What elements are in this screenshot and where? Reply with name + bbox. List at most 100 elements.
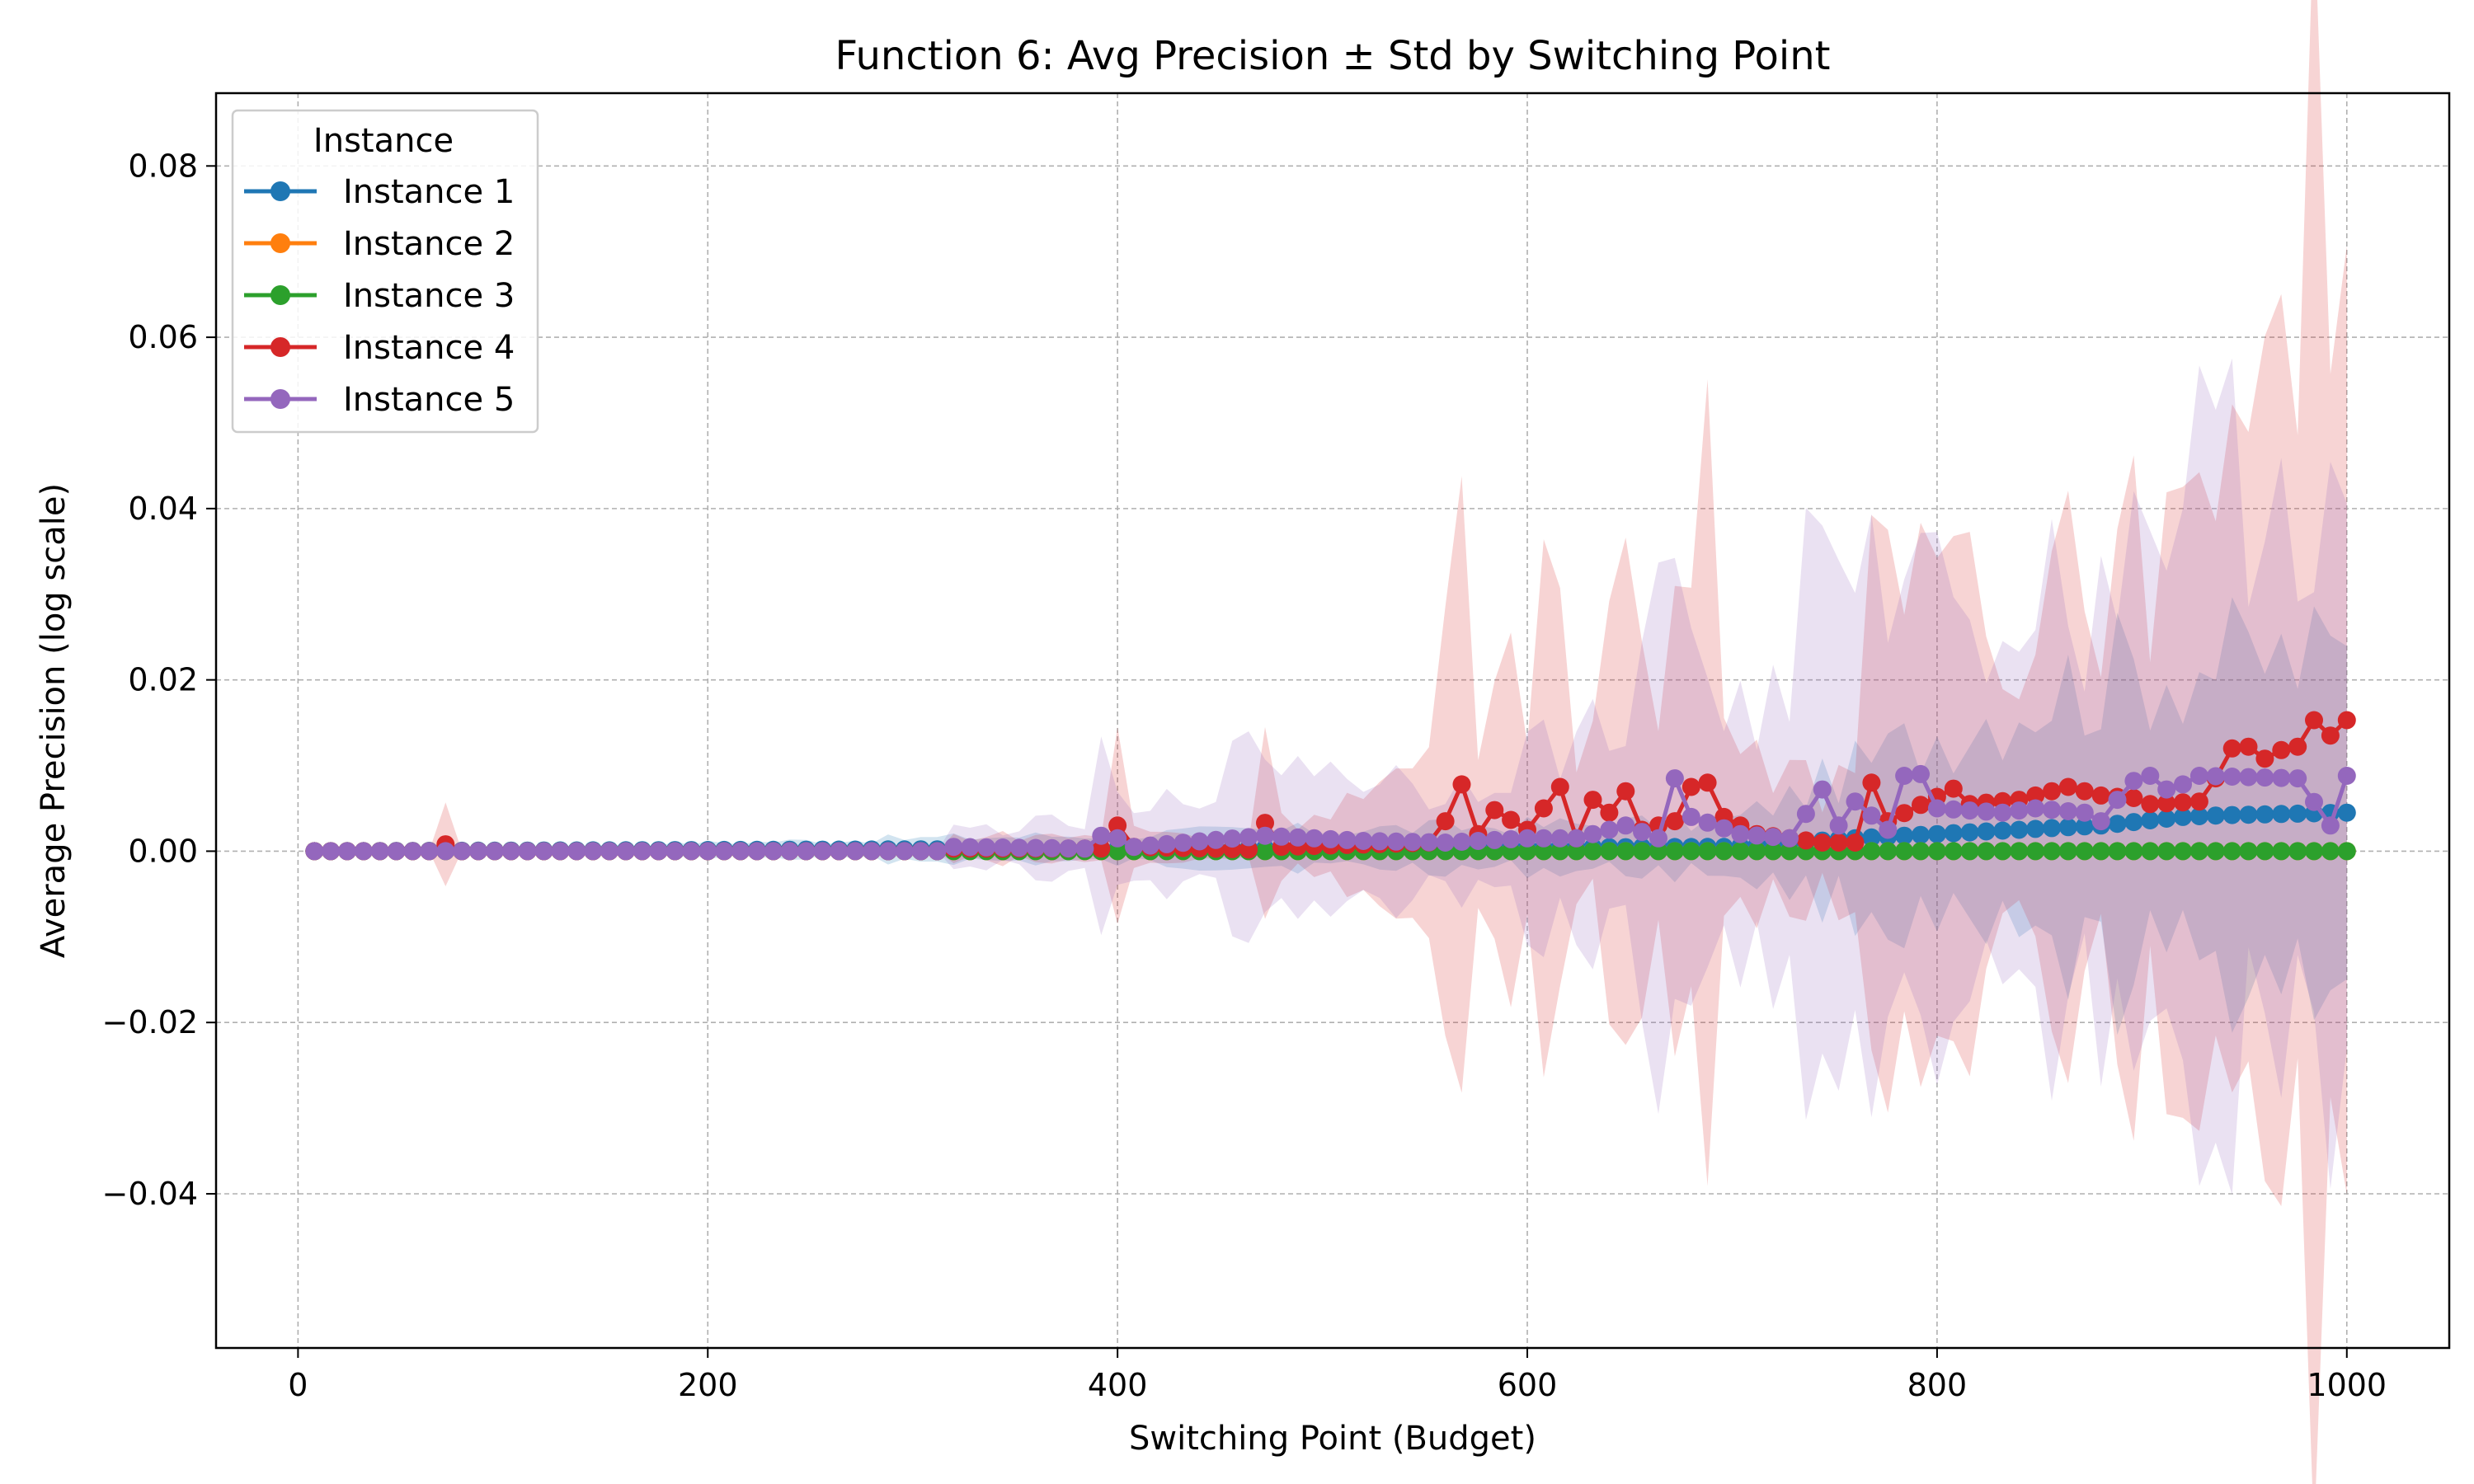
data-point	[1600, 820, 1619, 839]
legend-label: Instance 2	[343, 225, 515, 263]
data-point	[1534, 829, 1553, 848]
data-point	[2239, 805, 2258, 824]
legend-item-instance-1: Instance 1	[244, 173, 515, 211]
y-tick-label: −0.02	[102, 1004, 198, 1040]
data-point	[698, 842, 717, 861]
data-point	[2043, 819, 2061, 838]
data-point	[2075, 842, 2094, 861]
chart-title: Function 6: Avg Precision ± Std by Switc…	[835, 33, 1831, 79]
data-point	[2206, 806, 2225, 825]
data-point	[2321, 726, 2340, 745]
data-point	[1550, 777, 1569, 796]
data-point	[453, 842, 472, 861]
data-point	[2075, 817, 2094, 836]
x-tick-label: 600	[1498, 1367, 1558, 1403]
data-point	[1879, 842, 1898, 861]
data-point	[633, 842, 651, 861]
data-point	[1190, 832, 1209, 851]
series-instance-5	[305, 764, 2356, 861]
data-point	[1764, 828, 1783, 847]
data-point	[911, 842, 930, 861]
data-point	[1927, 799, 1946, 818]
data-point	[2075, 782, 2094, 801]
data-point	[2255, 842, 2274, 861]
data-point	[1141, 836, 1159, 855]
data-point	[1092, 839, 1111, 858]
data-point	[2206, 767, 2225, 786]
legend-items: Instance 1 Instance 2 Instance 3 Instance 4…	[244, 173, 515, 419]
data-point	[944, 838, 963, 857]
data-point	[1633, 823, 1652, 842]
data-point	[1125, 838, 1143, 857]
data-point	[2222, 768, 2241, 786]
data-point	[1960, 823, 1979, 842]
data-point	[2255, 805, 2274, 824]
data-point	[1977, 802, 1996, 821]
data-point	[2141, 811, 2160, 829]
data-point	[715, 842, 734, 861]
data-point	[1616, 816, 1635, 835]
data-point	[1485, 801, 1504, 819]
x-tick-label: 400	[1088, 1367, 1148, 1403]
data-point	[1813, 834, 1832, 852]
data-point	[1436, 834, 1455, 852]
y-tick-label: 0.04	[128, 491, 198, 527]
data-point	[1354, 832, 1373, 850]
data-point	[2206, 842, 2225, 861]
data-point	[1731, 842, 1750, 861]
data-point	[2091, 786, 2110, 805]
data-point	[1174, 834, 1192, 852]
data-point	[1944, 842, 1963, 861]
data-point	[1550, 842, 1569, 861]
data-point	[2058, 818, 2077, 837]
data-point	[1239, 828, 1258, 847]
data-point	[1371, 832, 1390, 851]
data-point	[2108, 791, 2127, 810]
data-point	[1485, 830, 1504, 849]
data-point	[1502, 829, 1521, 848]
data-point	[2026, 786, 2045, 805]
data-point	[1895, 804, 1914, 823]
data-point	[1698, 813, 1717, 832]
data-point	[1747, 826, 1766, 845]
data-point	[1108, 829, 1127, 848]
data-point	[961, 838, 980, 857]
data-point	[305, 842, 324, 861]
data-point	[2272, 768, 2291, 787]
y-axis-ticks: −0.04 −0.02 0.00 0.02 0.04 0.06 0.08	[102, 148, 216, 1212]
data-point	[1649, 829, 1667, 848]
x-tick-label: 1000	[2307, 1367, 2387, 1403]
data-point	[1846, 792, 1865, 811]
data-point	[2272, 805, 2291, 824]
data-point	[1616, 782, 1635, 801]
data-point	[2091, 842, 2110, 861]
data-point	[2255, 749, 2274, 768]
data-point	[354, 842, 373, 861]
data-point	[1583, 842, 1602, 861]
data-point	[1157, 834, 1176, 853]
x-tick-label: 800	[1907, 1367, 1968, 1403]
data-point	[1305, 829, 1324, 848]
data-point	[2108, 815, 2127, 834]
legend-title: Instance	[313, 122, 454, 160]
data-point	[600, 842, 618, 861]
data-point	[1912, 842, 1930, 861]
std-band-instance-4	[314, 0, 2347, 1484]
data-point	[616, 842, 635, 861]
data-point	[2337, 711, 2356, 730]
data-point	[2124, 772, 2143, 791]
data-point	[584, 842, 603, 861]
data-point	[1927, 824, 1946, 843]
data-point	[501, 842, 520, 861]
data-point	[666, 842, 684, 861]
data-point	[994, 838, 1012, 857]
data-point	[2239, 842, 2258, 861]
data-point	[2272, 740, 2291, 759]
data-point	[1665, 842, 1684, 861]
data-point	[2337, 803, 2356, 822]
data-point	[1813, 780, 1832, 799]
data-point	[1747, 842, 1766, 861]
data-point	[1714, 819, 1733, 838]
data-point	[2157, 794, 2176, 813]
data-point	[2174, 807, 2192, 826]
